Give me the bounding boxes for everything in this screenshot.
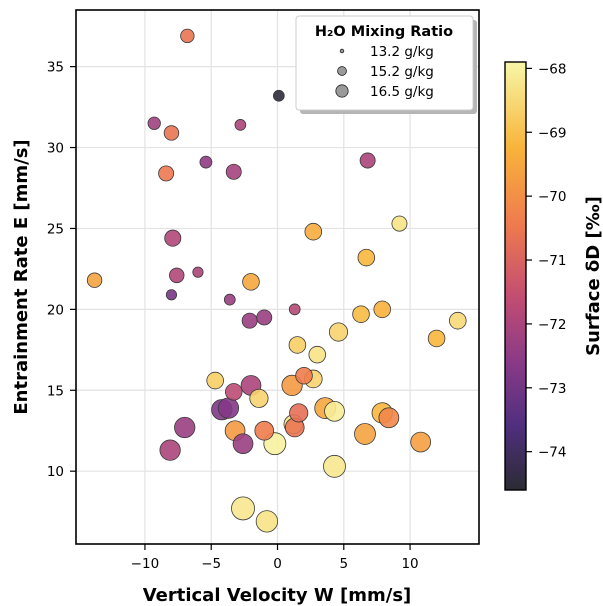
scatter-point xyxy=(288,303,301,316)
x-tick-label: 5 xyxy=(339,556,348,572)
colorbar-tick-label: −74 xyxy=(538,445,567,461)
colorbar-tick-label: −70 xyxy=(538,189,567,205)
scatter-point xyxy=(163,125,180,141)
scatter-point xyxy=(391,215,408,232)
scatter-point xyxy=(231,496,255,521)
x-tick-label: −10 xyxy=(131,556,160,572)
legend-label: 15.2 g/kg xyxy=(370,64,434,80)
scatter-point xyxy=(427,329,446,348)
scatter-point xyxy=(256,309,273,326)
colorbar-label: Surface δD [‰] xyxy=(583,196,603,356)
x-tick-label: 10 xyxy=(401,556,418,572)
y-axis-label: Entrainment Rate E [mm/s] xyxy=(11,139,32,414)
y-tick-label: 25 xyxy=(47,221,64,237)
scatter-point xyxy=(223,293,236,306)
scatter-point xyxy=(324,400,345,422)
colorbar-gradient xyxy=(504,61,527,491)
legend-title: H₂O Mixing Ratio xyxy=(315,24,453,40)
scatter-point xyxy=(328,322,349,342)
scatter-point xyxy=(199,155,213,169)
legend-label: 16.5 g/kg xyxy=(370,84,434,100)
colorbar-ticks: −68 −69 −70 −71 −72 −73 −74 xyxy=(526,61,567,461)
scatter-point xyxy=(224,383,243,401)
scatter-point xyxy=(359,152,376,169)
scatter-point xyxy=(254,420,275,441)
scatter-point xyxy=(323,454,346,478)
scatter-point xyxy=(354,423,376,445)
scatter-point xyxy=(174,416,196,439)
scatter-point xyxy=(234,119,247,131)
y-tick-label: 35 xyxy=(47,60,64,76)
y-tick-label: 15 xyxy=(47,383,64,399)
scatter-point xyxy=(180,28,195,44)
scatter-point xyxy=(217,397,240,419)
colorbar-tick-label: −72 xyxy=(538,317,567,333)
scatter-point xyxy=(373,300,391,319)
scatter-point xyxy=(241,312,258,329)
scatter-point xyxy=(169,267,185,284)
scatter-point xyxy=(295,366,313,385)
scatter-point xyxy=(165,289,178,301)
scatter-point xyxy=(352,305,370,323)
scatter-point xyxy=(159,439,181,461)
scatter-point xyxy=(357,248,376,267)
legend-entries: 13.2 g/kg 15.2 g/kg 16.5 g/kg xyxy=(335,44,434,100)
colorbar-tick-label: −68 xyxy=(538,61,567,77)
scatter-point xyxy=(378,407,400,429)
scatter-point xyxy=(206,371,224,390)
y-tick-label: 30 xyxy=(47,141,64,157)
scatter-point xyxy=(272,89,285,102)
scatter-point xyxy=(158,165,175,182)
size-legend: H₂O Mixing Ratio 13.2 g/kg 15.2 g/kg 16.5 … xyxy=(295,15,477,114)
colorbar-tick-label: −69 xyxy=(538,125,567,141)
scatter-point xyxy=(225,163,242,180)
y-axis: 10 15 20 25 30 35 xyxy=(47,60,76,480)
scatter-point xyxy=(147,116,161,130)
scatter-point xyxy=(410,431,432,453)
scatter-point xyxy=(304,222,323,241)
legend-marker xyxy=(335,84,349,98)
x-tick-label: −5 xyxy=(201,556,221,572)
x-axis: −10 −5 0 5 10 xyxy=(131,544,419,572)
colorbar: −68 −69 −70 −71 −72 −73 −74 Surface δD [‰] xyxy=(504,61,603,491)
scatter-point xyxy=(255,510,279,533)
x-axis-label: Vertical Velocity W [mm/s] xyxy=(143,585,412,606)
scatter-point xyxy=(232,433,254,455)
legend-label: 13.2 g/kg xyxy=(370,44,434,60)
y-tick-label: 20 xyxy=(47,302,64,318)
y-tick-label: 10 xyxy=(47,464,64,480)
scatter-point xyxy=(192,266,204,278)
legend-marker xyxy=(337,66,347,76)
scatter-point xyxy=(86,272,103,288)
legend-marker xyxy=(339,48,345,54)
x-tick-label: 0 xyxy=(273,556,282,572)
scatter-point xyxy=(242,273,260,291)
scatter-point xyxy=(449,311,467,330)
scatter-point xyxy=(288,336,307,354)
scatter-point xyxy=(164,229,182,247)
scatter-point xyxy=(308,345,327,364)
scatter-points xyxy=(86,28,467,533)
colorbar-tick-label: −71 xyxy=(538,253,567,269)
colorbar-tick-label: −73 xyxy=(538,381,567,397)
scatter-point xyxy=(249,388,269,408)
scatter-point xyxy=(289,403,309,423)
